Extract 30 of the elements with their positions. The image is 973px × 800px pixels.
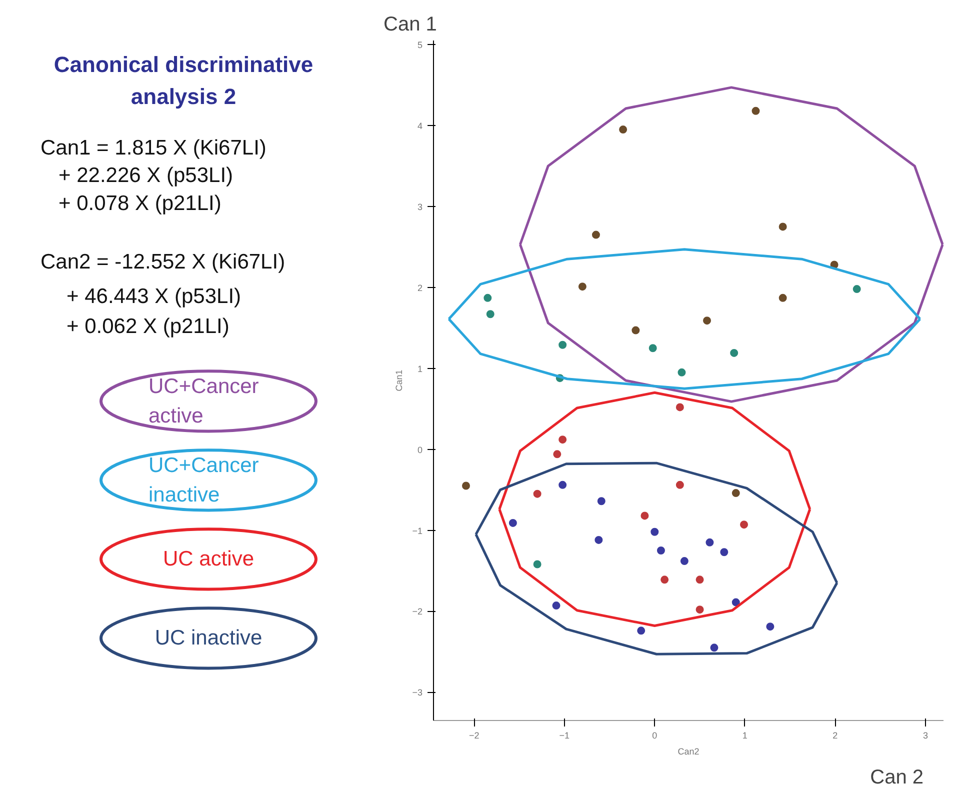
y-tick-label: −2: [412, 606, 423, 617]
text: + 46.443 X (p53LI): [66, 284, 242, 308]
text: UC+Cancer inactive: [148, 454, 259, 506]
x-tick-label: 3: [922, 730, 928, 740]
x-tick-label: 0: [652, 730, 658, 740]
text: Can2 = -12.552 X (Ki67LI): [40, 250, 286, 274]
y-tick-label: 1: [417, 364, 423, 374]
y-tick-label: −3: [412, 688, 423, 698]
text: + 0.078 X (p21LI): [58, 192, 222, 216]
text: Can 2: [870, 766, 924, 788]
y-tick-label: 4: [417, 121, 423, 131]
x-tick-label: −2: [468, 730, 480, 740]
text: UC active: [162, 548, 254, 571]
x-tick-label: 1: [742, 730, 748, 740]
x-tick-label: −1: [559, 730, 570, 740]
y-tick-label: 5: [417, 40, 423, 50]
x-axis-title: Can2: [678, 746, 700, 756]
text: UC inactive: [154, 626, 262, 650]
text: Canonical discriminative analysis 2: [54, 52, 314, 109]
y-tick-label: 2: [417, 282, 423, 293]
text: Can1: [394, 370, 404, 392]
text: UC+Cancer active: [148, 375, 259, 428]
text: Can1 = 1.815 X (Ki67LI): [40, 136, 266, 160]
text: + 22.226 X (p53LI): [58, 164, 234, 187]
y-axis-title: Can 1: [384, 14, 437, 36]
y-tick-label: 3: [417, 202, 423, 212]
y-tick-label: 0: [417, 444, 423, 455]
x-tick-label: 2: [832, 730, 838, 740]
text: + 0.062 X (p21LI): [66, 314, 230, 338]
y-tick-label: −1: [412, 526, 423, 536]
